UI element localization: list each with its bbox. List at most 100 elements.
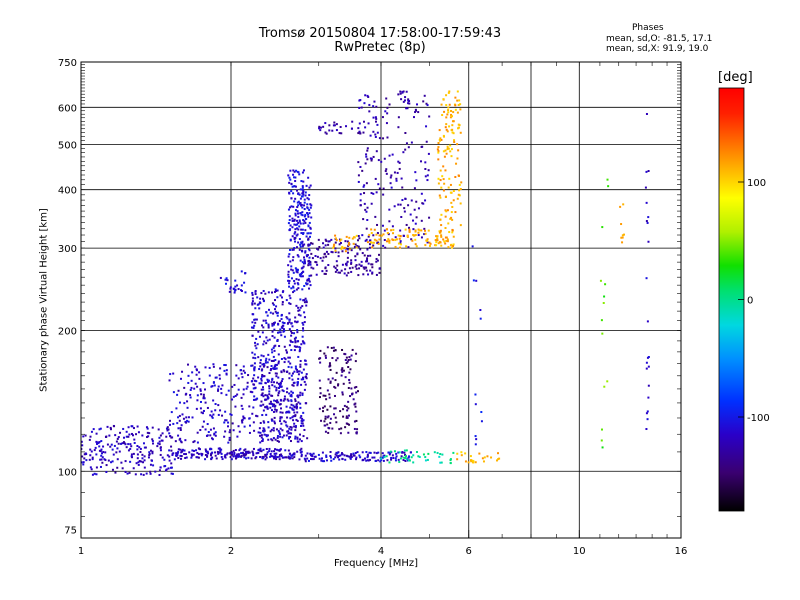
data-point — [252, 398, 255, 401]
data-point — [456, 452, 459, 455]
data-point — [402, 456, 405, 459]
data-point — [83, 453, 86, 456]
data-point — [340, 247, 343, 250]
data-point — [295, 288, 298, 291]
data-point — [344, 246, 347, 249]
data-point — [297, 355, 300, 358]
data-point — [394, 457, 397, 460]
data-point — [164, 465, 167, 468]
data-point — [322, 246, 325, 249]
data-point — [332, 124, 335, 127]
data-point — [348, 248, 351, 251]
data-point — [645, 428, 648, 431]
data-point — [194, 365, 197, 368]
data-point — [322, 410, 325, 413]
data-point — [314, 254, 317, 257]
data-point — [383, 157, 386, 160]
data-point — [281, 296, 284, 299]
data-point — [217, 447, 220, 450]
data-point — [306, 452, 309, 455]
data-point — [297, 215, 300, 218]
data-point — [224, 454, 227, 457]
data-point — [444, 126, 447, 129]
data-point — [182, 417, 185, 420]
data-point — [340, 374, 343, 377]
data-point — [100, 440, 103, 443]
data-point — [346, 256, 349, 259]
data-point — [301, 214, 304, 217]
data-point — [270, 402, 273, 405]
data-point — [334, 456, 337, 459]
data-point — [251, 391, 254, 394]
data-point — [151, 439, 154, 442]
data-point — [280, 416, 283, 419]
data-point — [217, 385, 220, 388]
data-point — [273, 416, 276, 419]
data-point — [269, 406, 272, 409]
data-point — [288, 181, 291, 184]
data-point — [288, 248, 291, 251]
data-point — [290, 197, 293, 200]
data-point — [348, 423, 351, 426]
data-point — [359, 456, 362, 459]
data-point — [251, 321, 254, 324]
data-point — [130, 445, 133, 448]
data-point — [421, 202, 424, 205]
data-point — [345, 454, 348, 457]
data-point — [137, 463, 140, 466]
data-point — [478, 452, 481, 455]
data-point — [393, 450, 396, 453]
data-point — [176, 451, 179, 454]
x-tick-label: 6 — [466, 546, 472, 557]
data-point — [298, 350, 301, 353]
data-point — [296, 210, 299, 213]
data-point — [426, 241, 429, 244]
data-point — [298, 220, 301, 223]
data-point — [334, 241, 337, 244]
data-point — [252, 452, 255, 455]
data-point — [427, 452, 430, 455]
data-point — [456, 458, 459, 461]
data-point — [301, 185, 304, 188]
data-point — [369, 241, 372, 244]
data-point — [193, 440, 196, 443]
data-point — [233, 453, 236, 456]
data-point — [310, 458, 313, 461]
data-point — [176, 393, 179, 396]
data-point — [440, 103, 443, 106]
data-point — [265, 413, 268, 416]
data-point — [344, 250, 347, 253]
data-point — [270, 455, 273, 458]
data-point — [143, 466, 146, 469]
data-point — [268, 372, 271, 375]
data-point — [418, 455, 421, 458]
data-point — [211, 438, 214, 441]
data-point — [291, 384, 294, 387]
data-point — [298, 173, 301, 176]
data-point — [300, 440, 303, 443]
data-point — [445, 210, 448, 213]
data-point — [307, 213, 310, 216]
data-point — [289, 394, 292, 397]
data-point — [321, 460, 324, 463]
data-point — [102, 445, 105, 448]
data-point — [645, 277, 648, 280]
data-point — [351, 237, 354, 240]
data-point — [81, 444, 84, 447]
data-point — [279, 448, 282, 451]
data-point — [442, 238, 445, 241]
data-point — [263, 364, 266, 367]
data-point — [283, 335, 286, 338]
data-point — [300, 371, 303, 374]
data-point — [278, 345, 281, 348]
data-point — [296, 223, 299, 226]
data-point — [287, 365, 290, 368]
data-point — [258, 368, 261, 371]
data-point — [317, 238, 320, 241]
data-point — [386, 228, 389, 231]
data-point — [293, 345, 296, 348]
data-point — [276, 311, 279, 314]
data-point — [319, 129, 322, 132]
data-point — [334, 407, 337, 410]
data-point — [645, 170, 648, 173]
